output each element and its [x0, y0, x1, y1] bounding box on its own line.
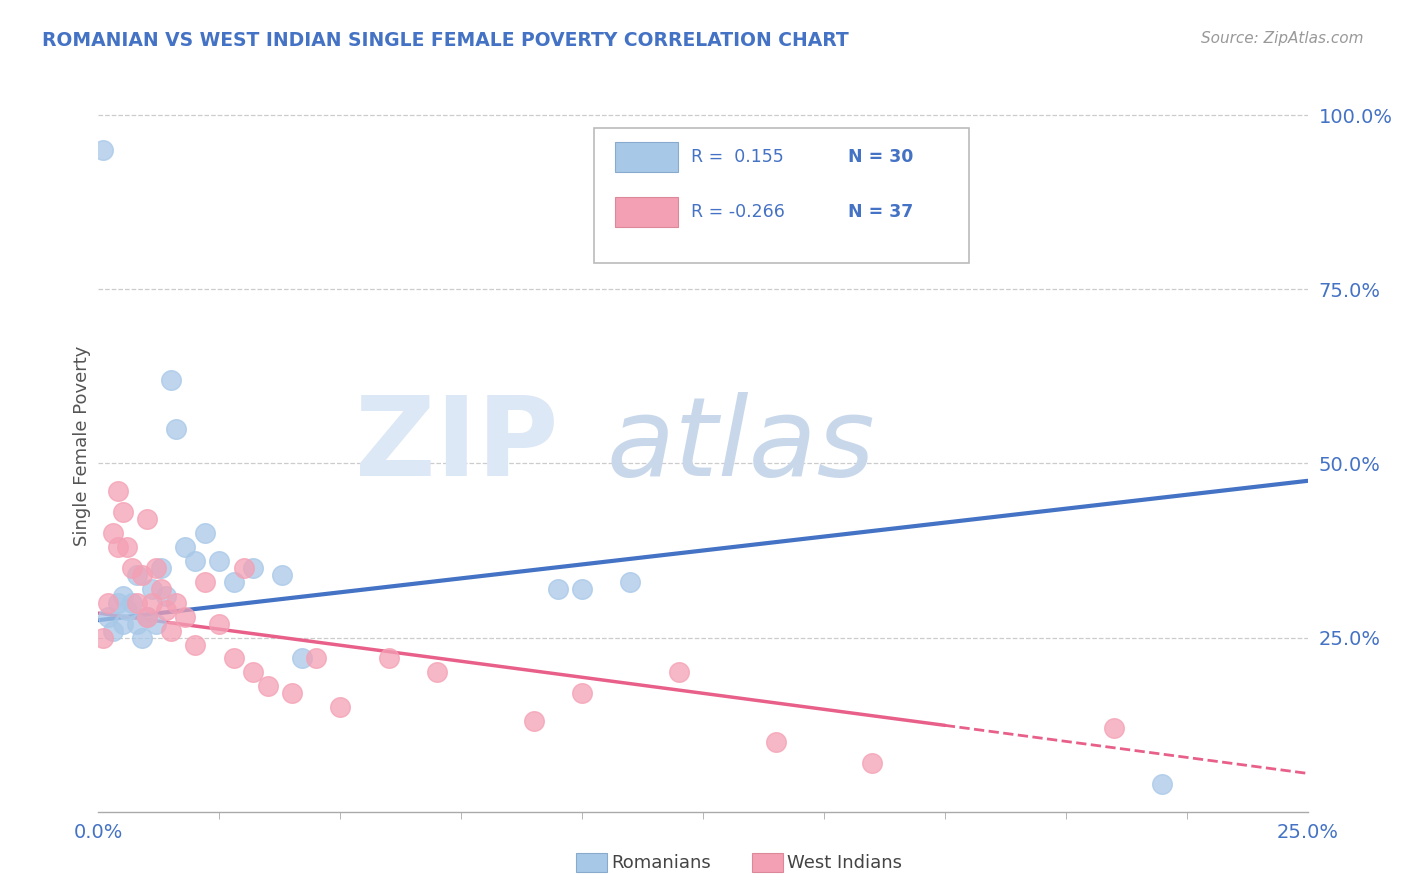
Point — [426, 665, 449, 680]
Point — [160, 624, 183, 638]
Point — [145, 616, 167, 631]
Point — [184, 638, 207, 652]
Text: West Indians: West Indians — [787, 854, 903, 871]
Point — [208, 554, 231, 568]
Text: Romanians: Romanians — [612, 854, 711, 871]
Point — [97, 596, 120, 610]
Point — [150, 582, 173, 596]
Point — [305, 651, 328, 665]
Point — [101, 526, 124, 541]
Point — [194, 526, 217, 541]
Point — [117, 603, 139, 617]
Point — [107, 596, 129, 610]
Point — [242, 665, 264, 680]
Point — [232, 561, 254, 575]
Point — [860, 756, 883, 770]
Point — [160, 373, 183, 387]
Point — [571, 686, 593, 700]
Point — [571, 582, 593, 596]
Point — [141, 582, 163, 596]
Point — [281, 686, 304, 700]
Point — [121, 561, 143, 575]
Point — [111, 616, 134, 631]
Point — [91, 631, 114, 645]
Point — [208, 616, 231, 631]
Point — [174, 609, 197, 624]
Point — [141, 596, 163, 610]
Text: atlas: atlas — [606, 392, 875, 500]
Point — [127, 616, 149, 631]
Point — [135, 512, 157, 526]
Point — [619, 574, 641, 589]
Point — [242, 561, 264, 575]
FancyBboxPatch shape — [595, 128, 969, 263]
Text: N = 30: N = 30 — [848, 148, 914, 166]
Point — [765, 735, 787, 749]
Point — [145, 561, 167, 575]
Text: ROMANIAN VS WEST INDIAN SINGLE FEMALE POVERTY CORRELATION CHART: ROMANIAN VS WEST INDIAN SINGLE FEMALE PO… — [42, 31, 849, 50]
Bar — [614, 143, 678, 171]
Point — [107, 540, 129, 554]
Point — [111, 505, 134, 519]
Point — [256, 679, 278, 693]
Point — [290, 651, 312, 665]
Point — [150, 561, 173, 575]
Point — [194, 574, 217, 589]
Point — [155, 589, 177, 603]
Point — [97, 609, 120, 624]
Point — [91, 143, 114, 157]
Point — [668, 665, 690, 680]
Point — [174, 540, 197, 554]
Text: ZIP: ZIP — [354, 392, 558, 500]
Point — [165, 596, 187, 610]
Point — [222, 574, 245, 589]
Text: Source: ZipAtlas.com: Source: ZipAtlas.com — [1201, 31, 1364, 46]
Bar — [614, 197, 678, 227]
Point — [1152, 777, 1174, 791]
Point — [131, 567, 153, 582]
Point — [165, 421, 187, 435]
Point — [135, 609, 157, 624]
Point — [184, 554, 207, 568]
Text: R =  0.155: R = 0.155 — [690, 148, 783, 166]
Point — [135, 609, 157, 624]
Point — [131, 631, 153, 645]
Point — [377, 651, 399, 665]
Point — [127, 567, 149, 582]
Point — [222, 651, 245, 665]
Point — [111, 589, 134, 603]
Point — [329, 700, 352, 714]
Point — [1102, 721, 1125, 735]
Point — [271, 567, 294, 582]
Point — [107, 484, 129, 499]
Text: R = -0.266: R = -0.266 — [690, 203, 785, 221]
Point — [127, 596, 149, 610]
Point — [155, 603, 177, 617]
Y-axis label: Single Female Poverty: Single Female Poverty — [73, 346, 91, 546]
Point — [101, 624, 124, 638]
Point — [121, 596, 143, 610]
Point — [523, 714, 546, 728]
Point — [117, 540, 139, 554]
Point — [547, 582, 569, 596]
Text: N = 37: N = 37 — [848, 203, 914, 221]
